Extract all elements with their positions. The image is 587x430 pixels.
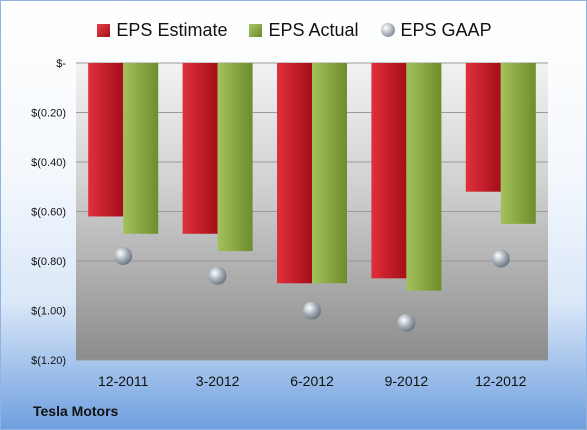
marker-eps-gaap-12-2011 xyxy=(114,247,133,266)
bar-eps-estimate-9-2012 xyxy=(371,63,407,279)
legend-swatch-eps-actual xyxy=(249,23,263,37)
x-tick-label: 6-2012 xyxy=(290,373,334,389)
legend-label-eps-gaap: EPS GAAP xyxy=(400,19,492,40)
x-tick-label: 12-2012 xyxy=(475,373,527,389)
y-tick-label: $- xyxy=(56,58,66,70)
x-tick-label: 12-2011 xyxy=(98,373,149,389)
marker-eps-gaap-9-2012 xyxy=(397,313,416,332)
legend-item-eps-gaap: EPS GAAP xyxy=(380,19,492,41)
bar-eps-estimate-3-2012 xyxy=(182,63,218,234)
legend: EPS Estimate EPS Actual EPS GAAP xyxy=(1,15,586,45)
legend-item-eps-actual: EPS Actual xyxy=(249,19,359,41)
y-tick-labels: $- $(0.20) $(0.40) $(0.60) $(0.80) $(1.00) $(1… xyxy=(31,58,66,367)
marker-eps-gaap-6-2012 xyxy=(303,301,321,320)
chart-caption: Tesla Motors xyxy=(33,403,119,419)
bar-eps-actual-6-2012 xyxy=(312,63,347,284)
bar-eps-estimate-12-2011 xyxy=(88,63,124,217)
x-tick-labels: 12-2011 3-2012 6-2012 9-2012 12-2012 xyxy=(98,373,527,389)
bar-eps-estimate-12-2012 xyxy=(465,63,501,192)
x-tick-label: 3-2012 xyxy=(196,373,240,389)
bar-eps-actual-3-2012 xyxy=(217,63,253,252)
bars xyxy=(88,63,536,291)
legend-swatch-eps-gaap xyxy=(380,23,395,37)
legend-label-eps-estimate: EPS Estimate xyxy=(116,19,228,40)
bar-eps-actual-12-2011 xyxy=(123,63,159,234)
gaap-markers xyxy=(114,247,510,332)
bar-eps-estimate-6-2012 xyxy=(277,63,312,284)
bar-eps-actual-9-2012 xyxy=(406,63,442,291)
x-tick-label: 9-2012 xyxy=(385,373,429,389)
marker-eps-gaap-3-2012 xyxy=(208,266,227,285)
legend-item-eps-estimate: EPS Estimate xyxy=(97,20,227,41)
y-tick-label: $(0.60) xyxy=(31,207,66,219)
bar-eps-actual-12-2012 xyxy=(500,63,536,224)
legend-swatch-eps-estimate xyxy=(97,23,111,37)
y-tick-label: $(0.20) xyxy=(31,108,66,120)
y-tick-label: $(1.00) xyxy=(31,306,66,318)
legend-label-eps-actual: EPS Actual xyxy=(268,19,359,40)
marker-eps-gaap-12-2012 xyxy=(491,249,510,268)
y-tick-label: $(1.20) xyxy=(31,355,66,367)
y-tick-label: $(0.40) xyxy=(31,157,66,169)
y-tick-label: $(0.80) xyxy=(31,256,66,268)
